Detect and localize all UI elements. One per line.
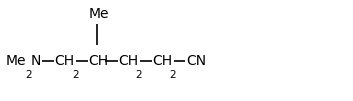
Text: Me: Me bbox=[5, 54, 26, 68]
Text: Me: Me bbox=[89, 7, 109, 21]
Text: 2: 2 bbox=[72, 70, 79, 80]
Text: CN: CN bbox=[186, 54, 207, 68]
Text: CH: CH bbox=[152, 54, 173, 68]
Text: CH: CH bbox=[55, 54, 75, 68]
Text: CH: CH bbox=[119, 54, 139, 68]
Text: N: N bbox=[30, 54, 41, 68]
Text: 2: 2 bbox=[169, 70, 176, 80]
Text: 2: 2 bbox=[25, 70, 32, 80]
Text: CH: CH bbox=[88, 54, 108, 68]
Text: 2: 2 bbox=[136, 70, 142, 80]
